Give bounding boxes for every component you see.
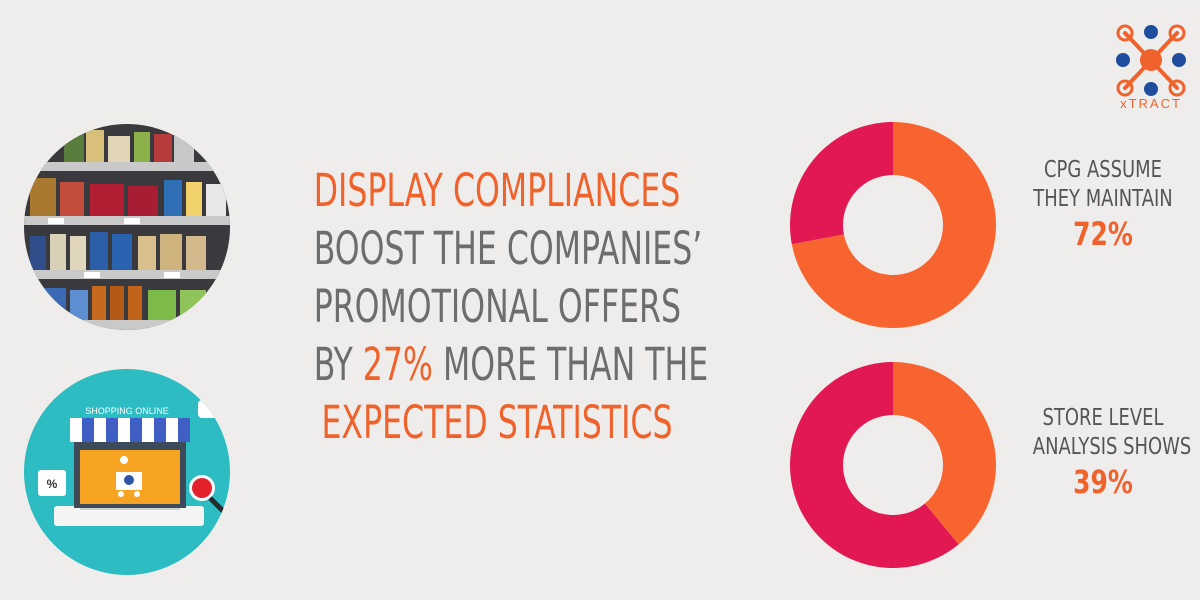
headline-line-4-suffix: MORE THAN THE — [432, 338, 709, 391]
caption-line: THEY MAINTAIN — [1033, 186, 1173, 212]
headline-line-3: PROMOTIONAL OFFERS — [313, 280, 682, 333]
headline-line-1: DISPLAY COMPLIANCES — [313, 164, 681, 217]
caption-line: STORE LEVEL — [1042, 405, 1164, 431]
donut-caption-cpg: CPG ASSUME THEY MAINTAIN 72% — [1033, 156, 1173, 254]
donut-slice-0 — [893, 362, 996, 545]
caption-percent: 72% — [1073, 215, 1133, 253]
caption-percent: 39% — [1073, 463, 1133, 501]
donut-chart-store — [790, 362, 996, 568]
headline: DISPLAY COMPLIANCES BOOST THE COMPANIES’… — [313, 162, 709, 452]
headline-line-4: BY 27% MORE THAN THE — [313, 336, 709, 394]
shopping-online-illustration: SHOPPING ONLINE % — [24, 369, 230, 575]
shopping-online-label: SHOPPING ONLINE — [85, 406, 169, 416]
headline-line-2: BOOST THE COMPANIES’ — [313, 222, 703, 275]
headline-line-5: EXPECTED STATISTICS — [321, 396, 673, 449]
headline-highlight-percent: 27% — [362, 338, 433, 391]
donut-hole — [843, 415, 943, 515]
headline-line-4-prefix: BY — [313, 338, 363, 391]
xtract-logo — [1116, 24, 1186, 97]
donut-hole — [843, 175, 943, 275]
logo-text: xTRACT — [1120, 96, 1182, 111]
caption-line: CPG ASSUME — [1044, 157, 1162, 183]
percent-badge: % — [47, 477, 58, 491]
donut-chart-cpg — [790, 122, 996, 328]
donut-caption-store: STORE LEVEL ANALYSIS SHOWS 39% — [1032, 404, 1192, 502]
supermarket-shelf-illustration — [24, 124, 230, 330]
caption-line: ANALYSIS SHOWS — [1032, 434, 1192, 460]
